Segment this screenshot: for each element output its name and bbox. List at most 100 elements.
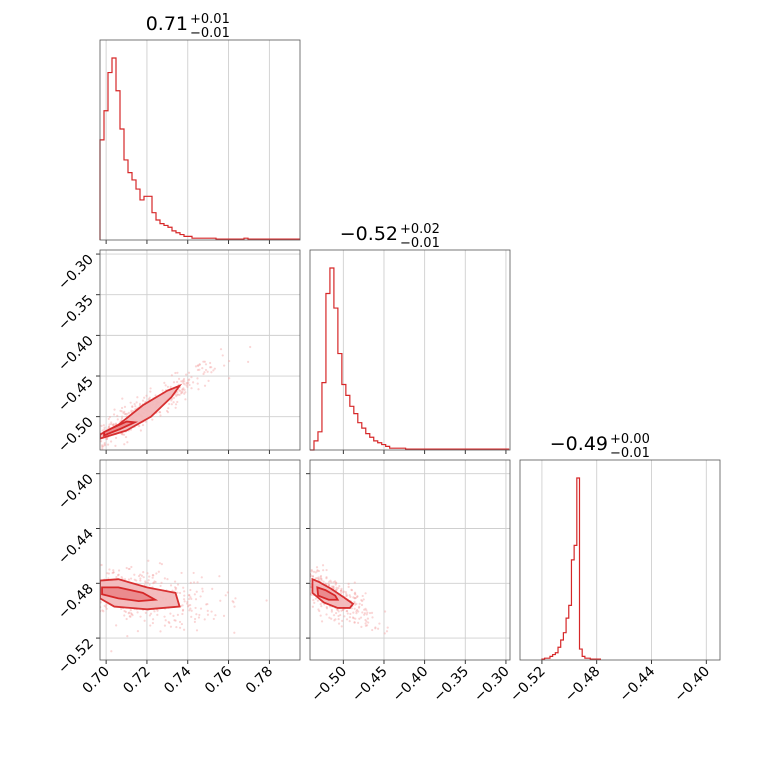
sample-point — [183, 383, 186, 386]
sample-point — [327, 583, 331, 587]
sample-point — [348, 619, 351, 623]
sample-point — [85, 612, 87, 614]
sample-point — [107, 425, 110, 429]
sample-point — [127, 612, 130, 615]
sample-point — [196, 377, 199, 380]
sample-point — [107, 577, 110, 580]
sample-point — [307, 574, 309, 576]
sample-point — [167, 407, 170, 410]
sample-point — [142, 576, 145, 579]
sample-point — [194, 365, 198, 368]
sample-point — [345, 610, 348, 613]
sample-point — [38, 580, 40, 582]
sample-point — [350, 588, 353, 591]
grid-lines — [541, 460, 707, 660]
sample-point — [356, 595, 359, 598]
sample-point — [180, 380, 183, 383]
sample-point — [84, 461, 86, 463]
sample-point — [123, 405, 127, 408]
sample-point — [173, 580, 177, 583]
sample-point — [121, 415, 124, 418]
sample-point — [100, 440, 103, 443]
sample-point — [353, 592, 356, 595]
sample-point — [153, 610, 156, 613]
sample-point — [55, 605, 57, 607]
sample-point — [103, 444, 107, 447]
sample-point — [337, 587, 340, 590]
sample-point — [120, 417, 124, 420]
sample-point — [265, 599, 268, 602]
histogram-step-line — [99, 57, 300, 240]
sample-point — [123, 609, 126, 613]
sample-point — [114, 422, 118, 425]
sample-point — [294, 579, 296, 581]
sample-point — [337, 617, 340, 621]
sample-point — [333, 580, 337, 583]
sample-point — [141, 423, 145, 427]
sample-point — [193, 593, 196, 596]
sample-point — [206, 602, 209, 606]
sample-point — [173, 586, 177, 589]
sample-point — [91, 580, 93, 582]
sample-point — [130, 410, 133, 414]
sample-point — [314, 577, 317, 580]
sample-point — [187, 597, 191, 601]
sample-point — [354, 593, 357, 596]
sample-point — [313, 601, 316, 604]
x-tick-label: −0.35 — [430, 664, 472, 706]
sample-point — [182, 586, 185, 589]
sample-point — [360, 625, 363, 628]
sample-point — [346, 612, 349, 615]
sample-point — [95, 571, 97, 573]
sample-point — [121, 577, 124, 580]
sample-point — [340, 589, 343, 592]
sample-point — [182, 598, 186, 601]
sample-point — [345, 595, 348, 598]
sample-point — [182, 377, 186, 381]
sample-point — [106, 572, 109, 575]
sample-point — [196, 368, 199, 372]
sample-point — [112, 424, 115, 427]
x-tick-label: −0.40 — [390, 664, 432, 706]
sample-point — [302, 560, 304, 562]
sample-point — [136, 611, 139, 614]
sample-point — [174, 588, 177, 591]
sample-point — [344, 591, 347, 594]
sample-point — [97, 457, 99, 459]
sample-point — [31, 598, 33, 600]
sample-point — [82, 607, 84, 609]
sample-point — [159, 414, 162, 417]
sample-point — [218, 575, 221, 578]
sample-point — [170, 397, 174, 401]
sample-point — [355, 608, 359, 612]
sample-point — [202, 372, 205, 376]
sample-point — [163, 577, 166, 580]
sample-point — [58, 469, 60, 471]
sample-point — [108, 415, 112, 419]
sample-point — [97, 439, 99, 441]
sample-point — [33, 486, 35, 488]
sample-point — [47, 582, 49, 584]
sample-point — [83, 455, 85, 457]
sample-point — [144, 581, 147, 584]
sample-point — [125, 617, 128, 621]
sample-point — [364, 618, 367, 622]
sample-point — [175, 395, 178, 398]
sample-point — [112, 569, 115, 572]
sample-point — [74, 455, 76, 457]
sample-point — [78, 570, 80, 572]
sample-point — [148, 614, 151, 617]
sample-point — [308, 604, 310, 606]
sample-point — [353, 621, 356, 624]
sample-point — [362, 598, 365, 601]
sample-point — [182, 628, 186, 631]
sample-point — [174, 403, 178, 406]
sample-point — [124, 610, 127, 613]
sample-point — [317, 608, 320, 611]
panel-frame — [99, 459, 301, 661]
sample-point — [123, 578, 127, 581]
sample-point — [123, 410, 126, 413]
sample-point — [114, 444, 117, 447]
sample-point — [101, 429, 104, 432]
sample-point — [361, 611, 364, 614]
